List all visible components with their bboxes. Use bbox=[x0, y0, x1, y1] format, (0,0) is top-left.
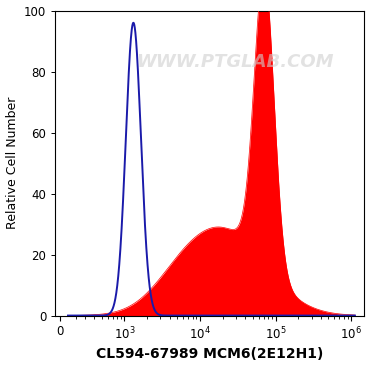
Y-axis label: Relative Cell Number: Relative Cell Number bbox=[6, 97, 18, 229]
X-axis label: CL594-67989 MCM6(2E12H1): CL594-67989 MCM6(2E12H1) bbox=[96, 348, 324, 361]
Text: WWW.PTGLAB.COM: WWW.PTGLAB.COM bbox=[136, 54, 333, 72]
